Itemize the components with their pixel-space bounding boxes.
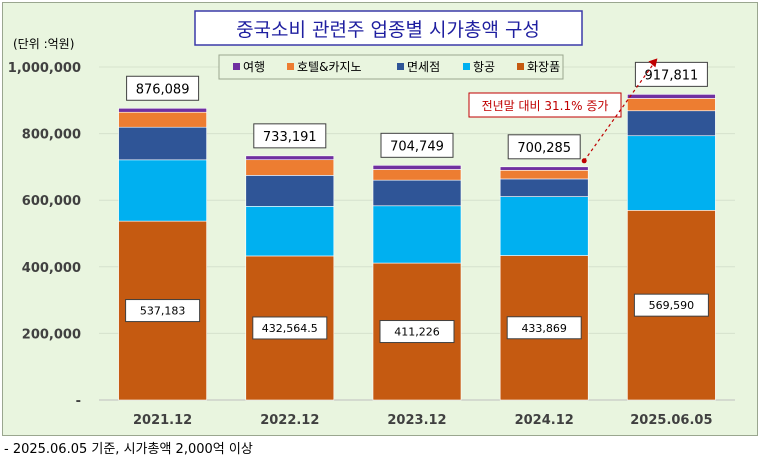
base-label-box bbox=[633, 293, 709, 317]
annotation-text: 전년말 대비 31.1% 증가 bbox=[482, 99, 609, 113]
y-tick-label: 400,000 bbox=[22, 261, 81, 276]
base-label: 537,183 bbox=[140, 305, 186, 318]
bar-segment bbox=[499, 169, 589, 180]
bar-segment bbox=[372, 169, 462, 181]
x-tick-label: 2025.06.05 bbox=[630, 413, 712, 428]
bar-segment bbox=[372, 179, 462, 207]
x-tick-label: 2022.12 bbox=[260, 413, 319, 428]
chart-canvas: 중국소비 관련주 업종별 시가총액 구성 (단위 :억원) - 200,000 400,… bbox=[8, 10, 735, 428]
bar-segment bbox=[499, 178, 589, 197]
bar-segment bbox=[245, 159, 335, 176]
base-label: 411,226 bbox=[394, 326, 440, 339]
bar-segment bbox=[118, 107, 207, 113]
bar-segment bbox=[245, 206, 335, 257]
footnote: - 2025.06.05 기준, 시가총액 2,000억 이상 bbox=[4, 442, 253, 457]
title-box bbox=[194, 10, 583, 46]
x-tick-label: 2024.12 bbox=[515, 413, 574, 428]
legend-box bbox=[218, 54, 564, 80]
legend-label: 호텔&카지노 bbox=[297, 60, 362, 74]
annotation-arrowhead bbox=[648, 58, 658, 68]
annotation-arrow-line bbox=[583, 58, 658, 162]
y-tick-label: 600,000 bbox=[22, 194, 81, 209]
unit-label: (단위 :억원) bbox=[13, 37, 74, 51]
bar-segment bbox=[118, 126, 207, 161]
total-label-box bbox=[507, 134, 581, 160]
base-label-box bbox=[252, 316, 328, 340]
x-tick-label: 2021.12 bbox=[133, 413, 192, 428]
bar-segment bbox=[499, 166, 589, 171]
total-label: 876,089 bbox=[136, 82, 190, 97]
legend-label: 여행 bbox=[243, 59, 265, 74]
total-label: 917,811 bbox=[645, 68, 699, 83]
bar-segment bbox=[245, 175, 335, 207]
legend-swatch bbox=[517, 63, 524, 70]
legend-swatch bbox=[233, 63, 240, 70]
bar-segment bbox=[627, 110, 716, 137]
y-tick-label: 200,000 bbox=[22, 327, 81, 342]
bar-segment bbox=[627, 135, 716, 211]
annotation-box bbox=[468, 92, 622, 118]
bar-segment bbox=[627, 98, 716, 112]
bar-segment bbox=[372, 205, 462, 264]
total-label-box bbox=[634, 61, 708, 87]
y-tick-label: - bbox=[76, 394, 81, 409]
bar-segment bbox=[118, 111, 207, 128]
base-label-box bbox=[125, 299, 201, 323]
bar-segment bbox=[499, 196, 589, 256]
base-label: 433,869 bbox=[521, 322, 567, 335]
legend-swatch bbox=[287, 63, 294, 70]
bar-segment bbox=[245, 155, 335, 161]
legend-label: 면세점 bbox=[407, 60, 440, 74]
legend-label: 화장품 bbox=[527, 60, 560, 74]
bar-segment bbox=[372, 165, 462, 170]
total-label-box bbox=[126, 75, 200, 101]
chart-title: 중국소비 관련주 업종별 시가총액 구성 bbox=[236, 19, 540, 41]
chart-frame: 중국소비 관련주 업종별 시가총액 구성 (단위 :억원) - 200,000 400,… bbox=[2, 2, 758, 436]
legend-label: 항공 bbox=[473, 60, 495, 74]
y-tick-label: 1,000,000 bbox=[8, 61, 81, 76]
total-label-box bbox=[380, 132, 454, 158]
legend-swatch bbox=[397, 63, 404, 70]
base-label-box bbox=[506, 316, 582, 340]
bar-segment bbox=[118, 159, 207, 222]
total-label: 733,191 bbox=[263, 130, 317, 145]
total-label: 700,285 bbox=[517, 141, 571, 156]
annotation-anchor-dot bbox=[581, 158, 587, 164]
base-label: 432,564.5 bbox=[262, 322, 318, 335]
x-tick-label: 2023.12 bbox=[387, 413, 446, 428]
legend-swatch bbox=[463, 63, 470, 70]
base-label-box bbox=[379, 320, 455, 344]
total-label: 704,749 bbox=[390, 139, 444, 154]
y-tick-label: 800,000 bbox=[22, 128, 81, 143]
base-label: 569,590 bbox=[649, 299, 695, 312]
bar-segment bbox=[627, 94, 716, 99]
total-label-box bbox=[253, 123, 327, 149]
